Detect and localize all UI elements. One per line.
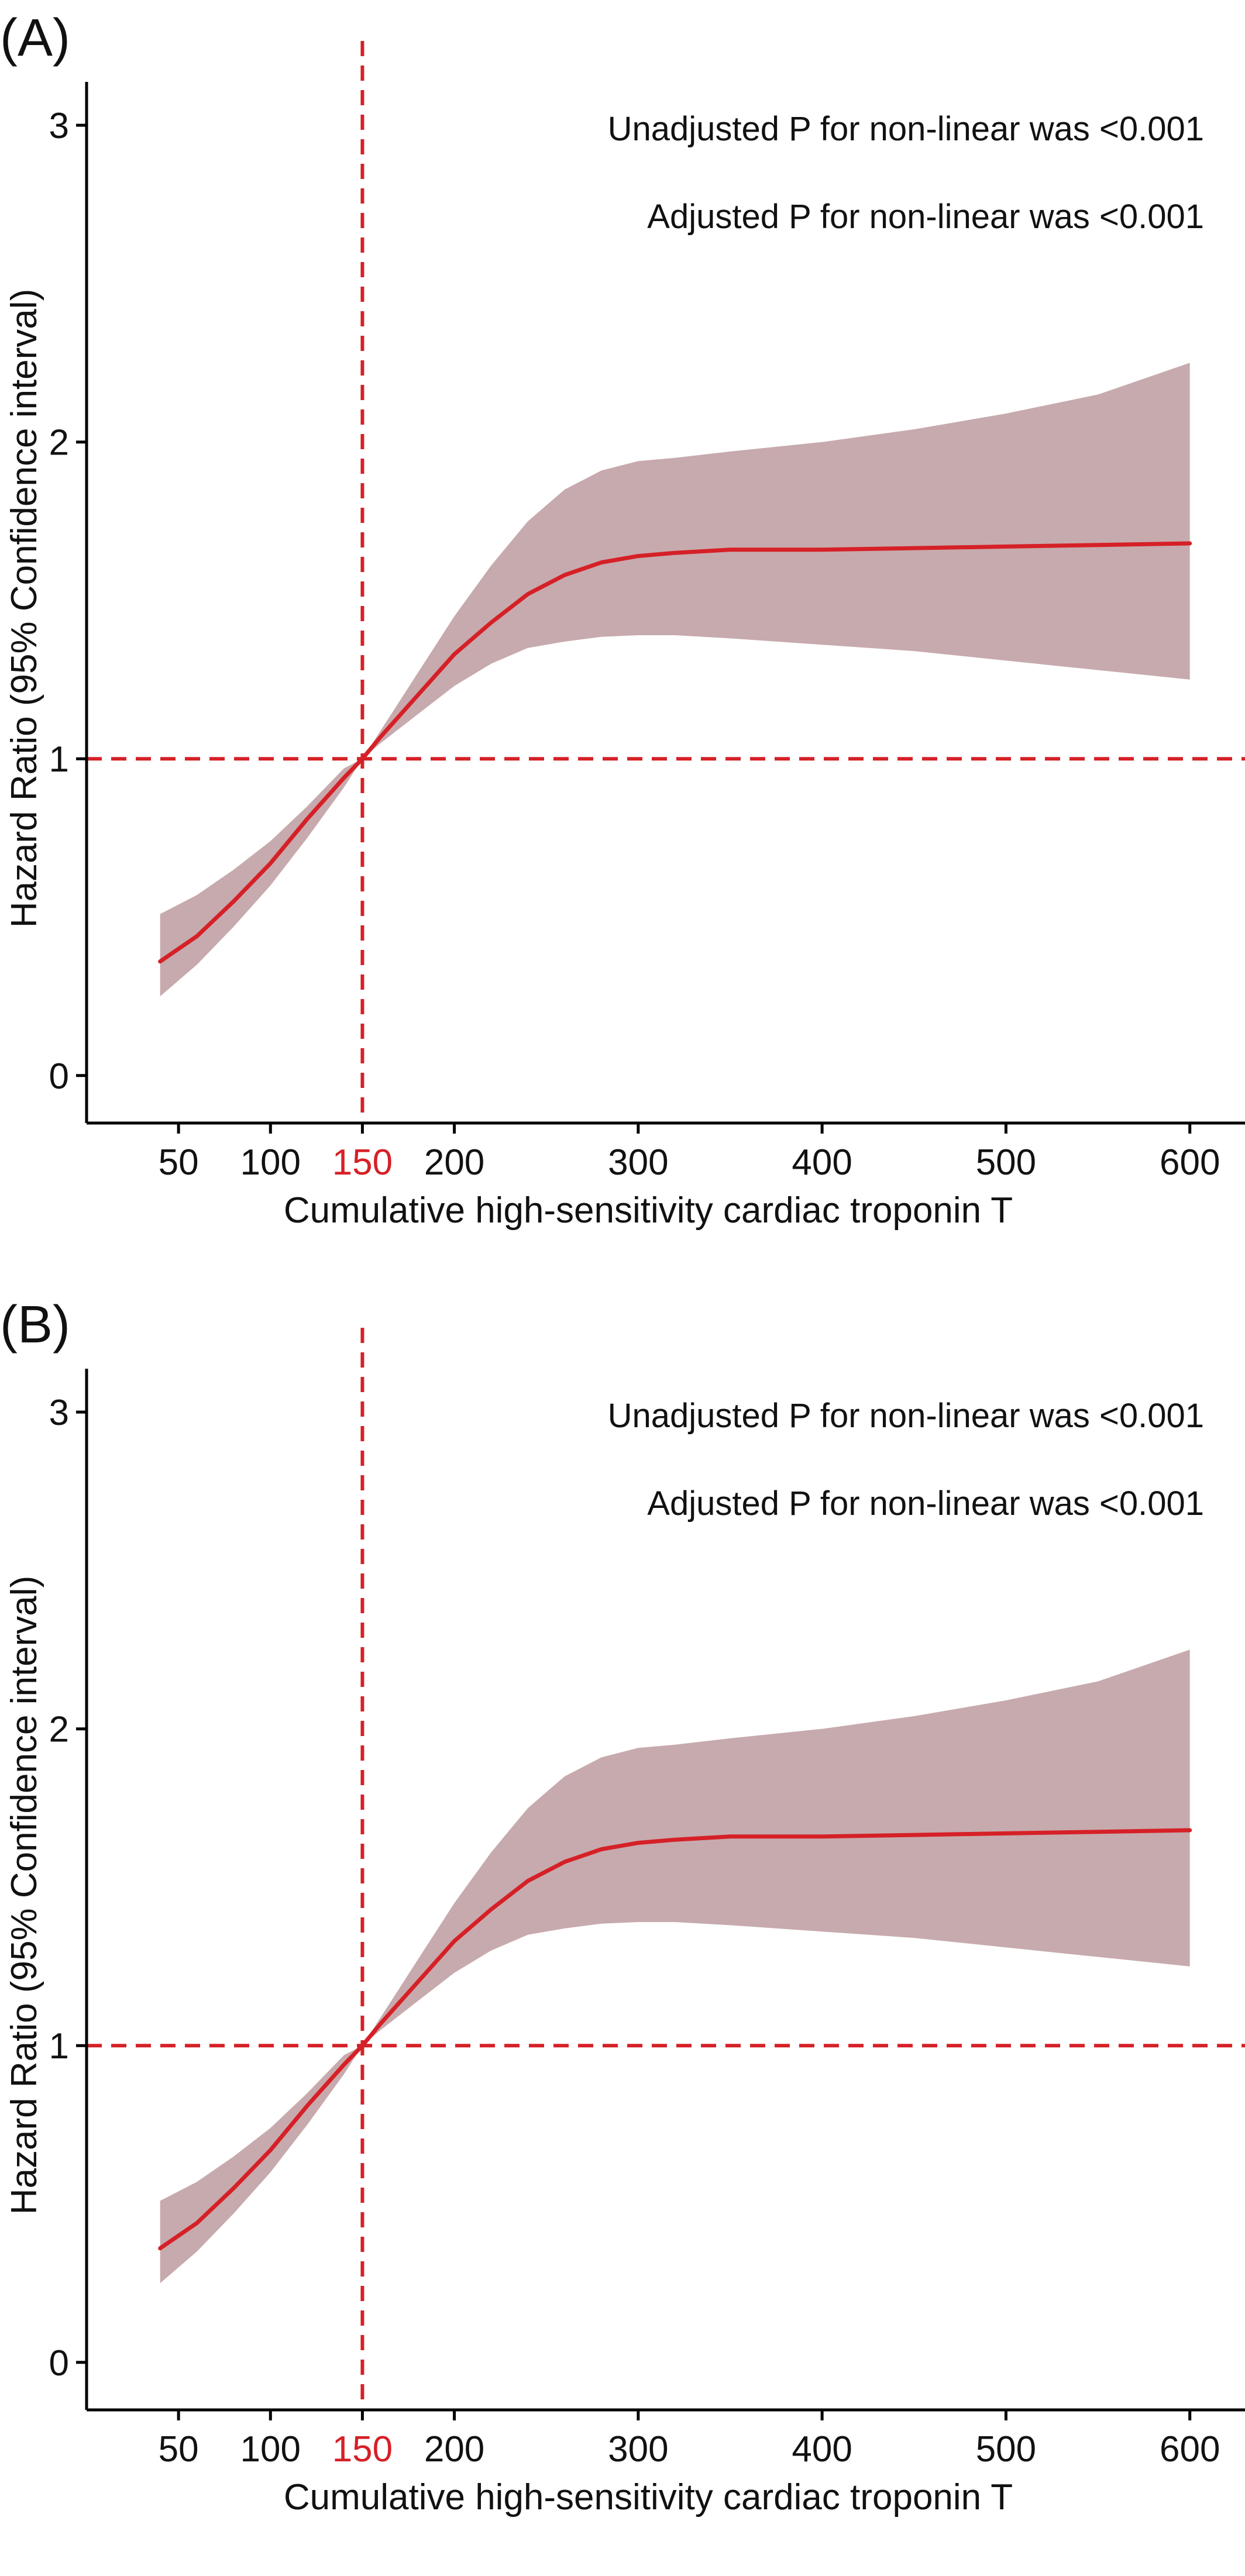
x-tick-label: 300: [608, 1142, 668, 1183]
panel-label: (A): [0, 9, 70, 67]
y-tick-label: 1: [49, 739, 69, 780]
y-tick-label: 2: [49, 423, 69, 463]
chart-panel-b: (B) 0 1 2 3 50 100 150 200 300 400 500 600 Cumulative…: [0, 1296, 1245, 2518]
chart-panel-a: (A) 0 1 2 3 50 100 150 200 300 400 500 600 Cumulative…: [0, 9, 1245, 1231]
x-tick-label: 500: [976, 1142, 1036, 1183]
x-tick-label: 400: [792, 2429, 852, 2470]
hazard-ratio-line: [158, 1828, 1192, 2251]
unadjusted-p-annotation: Unadjusted P for non-linear was <0.001: [608, 1397, 1204, 1435]
x-tick-label: 500: [976, 2429, 1036, 2470]
confidence-band: [160, 1649, 1190, 2284]
x-tick-label: 300: [608, 2429, 668, 2470]
x-tick-label: 600: [1160, 2429, 1220, 2470]
hazard-ratio-line: [158, 541, 1192, 964]
x-tick-label: 100: [240, 1142, 301, 1183]
unadjusted-p-annotation: Unadjusted P for non-linear was <0.001: [608, 110, 1204, 148]
x-tick-label-highlighted: 150: [332, 1142, 393, 1183]
adjusted-p-annotation: Adjusted P for non-linear was <0.001: [647, 1485, 1204, 1523]
y-tick-label: 3: [49, 1393, 69, 1433]
x-tick-label: 200: [424, 2429, 484, 2470]
x-tick-label: 50: [159, 1142, 199, 1183]
x-tick-label: 200: [424, 1142, 484, 1183]
x-tick-label: 50: [159, 2429, 199, 2470]
x-tick-label: 400: [792, 1142, 852, 1183]
x-tick-label: 600: [1160, 1142, 1220, 1183]
y-axis-title: Hazard Ratio (95% Confidence interval): [4, 289, 44, 928]
x-axis-title: Cumulative high-sensitivity cardiac trop…: [284, 2477, 1013, 2518]
y-tick-label: 0: [49, 2343, 69, 2384]
x-tick-label: 100: [240, 2429, 301, 2470]
y-tick-label: 3: [49, 106, 69, 146]
y-tick-label: 0: [49, 1056, 69, 1097]
adjusted-p-annotation: Adjusted P for non-linear was <0.001: [647, 198, 1204, 236]
y-axis-title: Hazard Ratio (95% Confidence interval): [4, 1576, 44, 2215]
confidence-band: [160, 363, 1190, 997]
panel-label: (B): [0, 1296, 70, 1354]
x-axis-title: Cumulative high-sensitivity cardiac trop…: [284, 1190, 1013, 1231]
x-tick-label-highlighted: 150: [332, 2429, 393, 2470]
y-tick-label: 1: [49, 2026, 69, 2067]
y-tick-label: 2: [49, 1710, 69, 1750]
